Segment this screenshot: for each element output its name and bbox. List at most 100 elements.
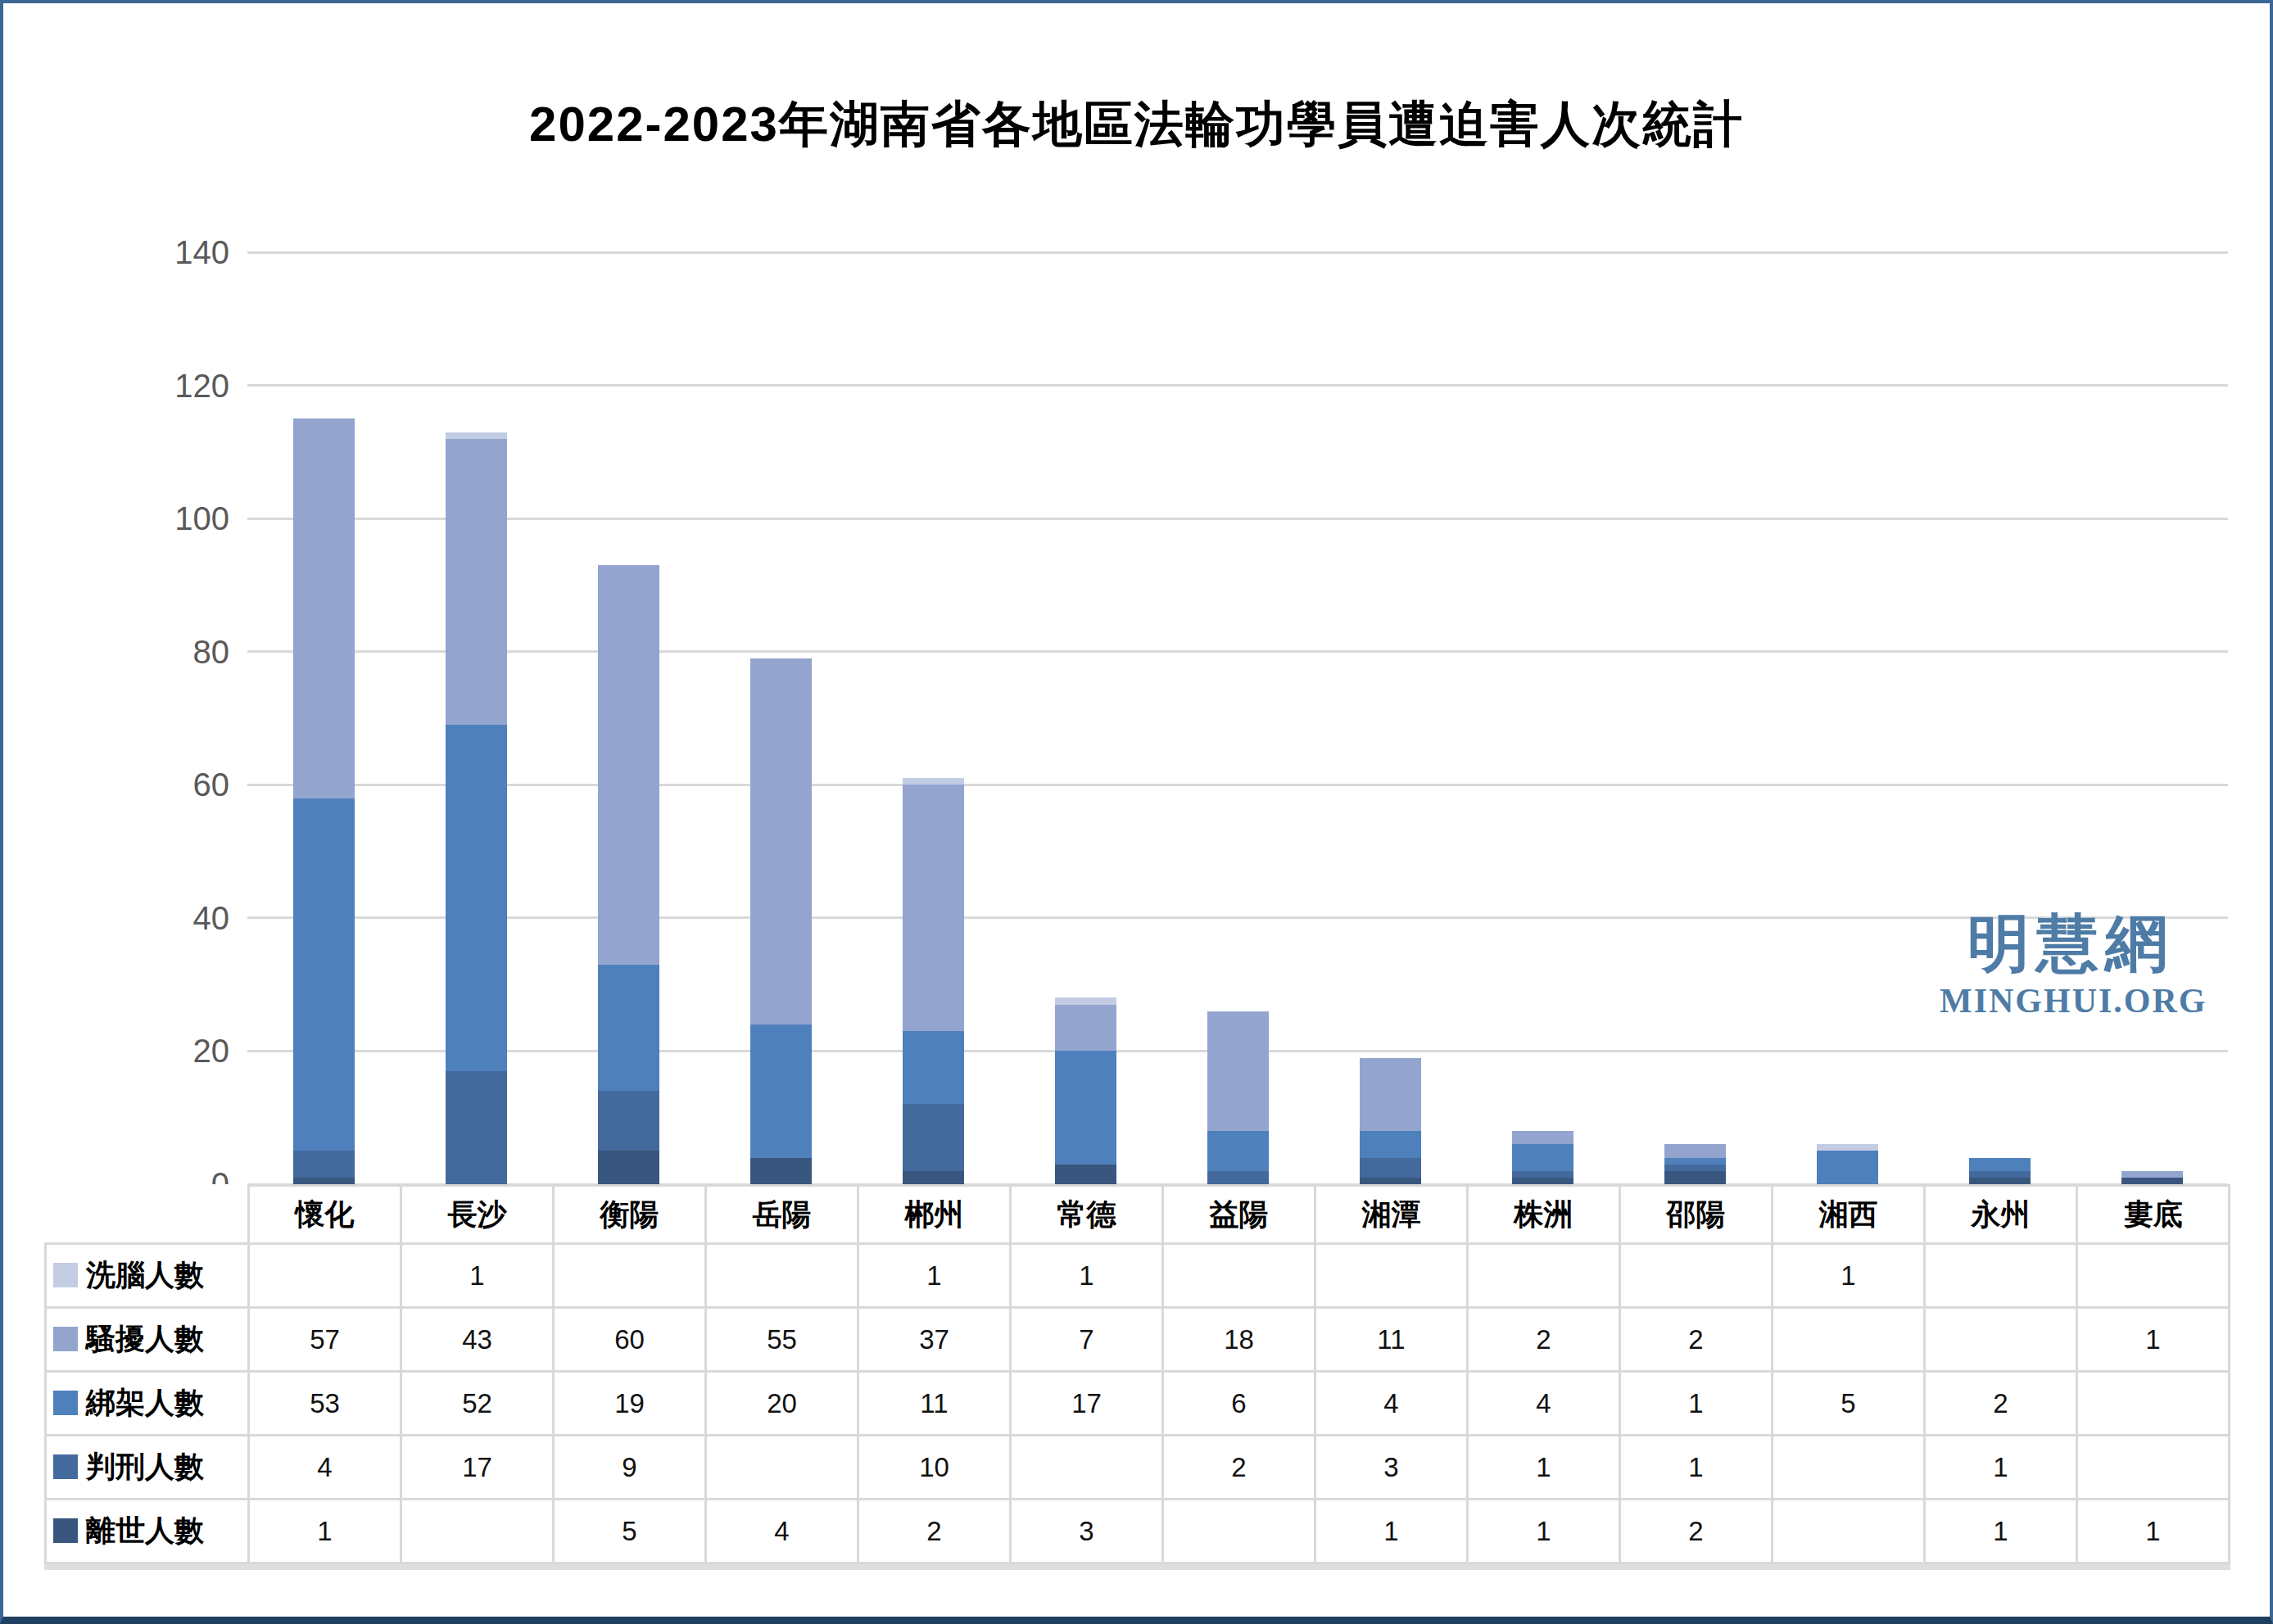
value-cell-騷擾人數-常德: 7 bbox=[1011, 1308, 1163, 1372]
value-cell-離世人數-常德: 3 bbox=[1011, 1500, 1163, 1563]
y-axis-tick-label: 60 bbox=[115, 763, 229, 806]
city-header-益陽: 益陽 bbox=[1163, 1186, 1315, 1244]
city-header-郴州: 郴州 bbox=[858, 1186, 1011, 1244]
city-header-懷化: 懷化 bbox=[249, 1186, 401, 1244]
value-cell-離世人數-婁底: 1 bbox=[2077, 1500, 2230, 1563]
legend-swatch-icon bbox=[53, 1263, 78, 1287]
bar-segment-騷擾人數 bbox=[293, 418, 355, 798]
bar-湘西 bbox=[1817, 1144, 1878, 1184]
bar-segment-離世人數 bbox=[1055, 1165, 1116, 1184]
value-cell-離世人數-湘西 bbox=[1773, 1500, 1925, 1563]
value-cell-騷擾人數-衡陽: 60 bbox=[554, 1308, 706, 1372]
value-cell-綁架人數-常德: 17 bbox=[1011, 1372, 1163, 1436]
value-cell-判刑人數-懷化: 4 bbox=[249, 1436, 401, 1500]
value-cell-判刑人數-岳陽 bbox=[706, 1436, 858, 1500]
value-cell-綁架人數-懷化: 53 bbox=[249, 1372, 401, 1436]
value-cell-洗腦人數-湘潭 bbox=[1315, 1244, 1468, 1308]
value-cell-判刑人數-株洲: 1 bbox=[1468, 1436, 1620, 1500]
row-label-離世人數: 離世人數 bbox=[46, 1500, 249, 1563]
value-cell-離世人數-懷化: 1 bbox=[249, 1500, 401, 1563]
value-cell-綁架人數-長沙: 52 bbox=[401, 1372, 554, 1436]
value-cell-洗腦人數-常德: 1 bbox=[1011, 1244, 1163, 1308]
value-cell-騷擾人數-湘潭: 11 bbox=[1315, 1308, 1468, 1372]
bar-湘潭 bbox=[1360, 1058, 1421, 1184]
bar-永州 bbox=[1969, 1158, 2031, 1185]
value-cell-離世人數-湘潭: 1 bbox=[1315, 1500, 1468, 1563]
y-axis-tick-label: 100 bbox=[115, 497, 229, 540]
row-label-騷擾人數: 騷擾人數 bbox=[46, 1308, 249, 1372]
value-cell-綁架人數-邵陽: 1 bbox=[1620, 1372, 1773, 1436]
bar-segment-離世人數 bbox=[903, 1171, 964, 1184]
y-axis-tick-label: 20 bbox=[115, 1029, 229, 1072]
value-cell-騷擾人數-岳陽: 55 bbox=[706, 1308, 858, 1372]
bar-懷化 bbox=[293, 418, 355, 1184]
bar-segment-判刑人數 bbox=[1969, 1171, 2031, 1178]
value-cell-離世人數-長沙 bbox=[401, 1500, 554, 1563]
bar-segment-離世人數 bbox=[1360, 1178, 1421, 1184]
bar-婁底 bbox=[2121, 1171, 2183, 1184]
value-cell-判刑人數-婁底 bbox=[2077, 1436, 2230, 1500]
value-cell-騷擾人數-益陽: 18 bbox=[1163, 1308, 1315, 1372]
bar-segment-騷擾人數 bbox=[2121, 1171, 2183, 1178]
value-cell-判刑人數-常德 bbox=[1011, 1436, 1163, 1500]
table-row-騷擾人數: 騷擾人數574360553771811221 bbox=[46, 1308, 2230, 1372]
value-cell-綁架人數-婁底 bbox=[2077, 1372, 2230, 1436]
bar-segment-洗腦人數 bbox=[1055, 997, 1116, 1004]
gridline-y-60 bbox=[247, 784, 2228, 786]
bar-segment-綁架人數 bbox=[598, 965, 659, 1091]
y-axis-tick-label: 80 bbox=[115, 631, 229, 673]
value-cell-綁架人數-永州: 2 bbox=[1925, 1372, 2077, 1436]
chart-title: 2022-2023年湖南省各地區法輪功學員遭迫害人次統計 bbox=[0, 92, 2273, 158]
minghui-watermark: 明慧網 MINGHUI.ORG bbox=[1940, 911, 2202, 1019]
value-cell-洗腦人數-株洲 bbox=[1468, 1244, 1620, 1308]
table-row-判刑人數: 判刑人數41791023111 bbox=[46, 1436, 2230, 1500]
value-cell-離世人數-益陽 bbox=[1163, 1500, 1315, 1563]
legend-swatch-icon bbox=[53, 1327, 78, 1351]
gridline-y-100 bbox=[247, 518, 2228, 520]
legend-swatch-icon bbox=[53, 1518, 78, 1543]
value-cell-離世人數-岳陽: 4 bbox=[706, 1500, 858, 1563]
bar-segment-綁架人數 bbox=[750, 1025, 812, 1158]
bar-segment-綁架人數 bbox=[1207, 1131, 1269, 1171]
bar-segment-綁架人數 bbox=[1360, 1131, 1421, 1158]
bar-segment-綁架人數 bbox=[293, 798, 355, 1151]
value-cell-判刑人數-湘西 bbox=[1773, 1436, 1925, 1500]
value-cell-綁架人數-株洲: 4 bbox=[1468, 1372, 1620, 1436]
value-cell-洗腦人數-衡陽 bbox=[554, 1244, 706, 1308]
value-cell-判刑人數-永州: 1 bbox=[1925, 1436, 2077, 1500]
legend-swatch-icon bbox=[53, 1391, 78, 1415]
bar-segment-離世人數 bbox=[1969, 1178, 2031, 1184]
table-row-綁架人數: 綁架人數535219201117644152 bbox=[46, 1372, 2230, 1436]
city-header-湘潭: 湘潭 bbox=[1315, 1186, 1468, 1244]
value-cell-離世人數-株洲: 1 bbox=[1468, 1500, 1620, 1563]
bar-segment-判刑人數 bbox=[1360, 1158, 1421, 1178]
value-cell-離世人數-衡陽: 5 bbox=[554, 1500, 706, 1563]
bar-長沙 bbox=[446, 432, 507, 1184]
bar-segment-綁架人數 bbox=[1055, 1051, 1116, 1164]
city-header-湘西: 湘西 bbox=[1773, 1186, 1925, 1244]
value-cell-騷擾人數-郴州: 37 bbox=[858, 1308, 1011, 1372]
bar-衡陽 bbox=[598, 565, 659, 1184]
bar-郴州 bbox=[903, 778, 964, 1184]
value-cell-洗腦人數-婁底 bbox=[2077, 1244, 2230, 1308]
value-cell-判刑人數-郴州: 10 bbox=[858, 1436, 1011, 1500]
bar-segment-騷擾人數 bbox=[1360, 1058, 1421, 1131]
value-cell-綁架人數-郴州: 11 bbox=[858, 1372, 1011, 1436]
bar-segment-離世人數 bbox=[1512, 1178, 1573, 1184]
bar-segment-騷擾人數 bbox=[1055, 1005, 1116, 1052]
value-cell-騷擾人數-婁底: 1 bbox=[2077, 1308, 2230, 1372]
row-label-洗腦人數: 洗腦人數 bbox=[46, 1244, 249, 1308]
value-cell-判刑人數-長沙: 17 bbox=[401, 1436, 554, 1500]
gridline-y-80 bbox=[247, 650, 2228, 653]
value-cell-綁架人數-湘西: 5 bbox=[1773, 1372, 1925, 1436]
value-cell-洗腦人數-懷化 bbox=[249, 1244, 401, 1308]
value-cell-洗腦人數-永州 bbox=[1925, 1244, 2077, 1308]
y-axis-tick-label: 120 bbox=[115, 364, 229, 407]
value-cell-騷擾人數-邵陽: 2 bbox=[1620, 1308, 1773, 1372]
bar-segment-騷擾人數 bbox=[598, 565, 659, 965]
value-cell-離世人數-邵陽: 2 bbox=[1620, 1500, 1773, 1563]
city-header-衡陽: 衡陽 bbox=[554, 1186, 706, 1244]
minghui-watermark-cjk: 明慧網 bbox=[1940, 911, 2202, 976]
value-cell-綁架人數-益陽: 6 bbox=[1163, 1372, 1315, 1436]
data-table: 懷化長沙衡陽岳陽郴州常德益陽湘潭株洲邵陽湘西永州婁底 洗腦人數1111騷擾人數5… bbox=[44, 1184, 2230, 1564]
